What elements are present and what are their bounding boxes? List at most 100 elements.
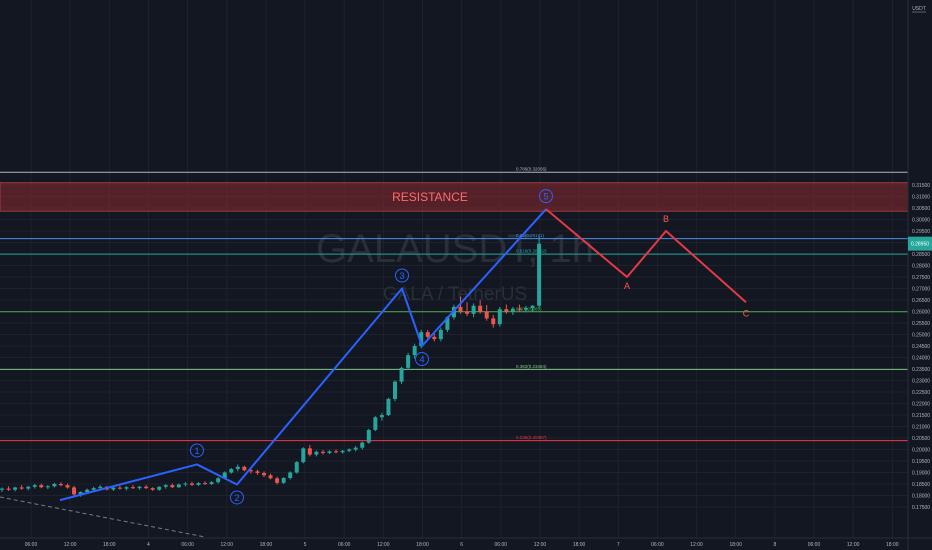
candle-body xyxy=(176,484,181,488)
candle-body xyxy=(98,486,103,489)
candle-body xyxy=(524,308,528,310)
candle-body xyxy=(419,332,424,346)
candle-body xyxy=(399,367,404,382)
time-tick-label: 18:00 xyxy=(416,542,429,548)
fib-level-label: 0.382(0.23484) xyxy=(516,364,547,369)
symbol-watermark: GALAUSDT, 1h GALA / TetherUS xyxy=(316,227,594,305)
time-tick-label: 12:00 xyxy=(220,542,233,548)
time-tick-label: 7 xyxy=(617,542,620,548)
candle-body xyxy=(78,492,83,495)
candle-body xyxy=(301,448,306,463)
candle-body xyxy=(229,469,234,473)
candle-body xyxy=(58,484,63,486)
impulse-wave-line[interactable] xyxy=(59,208,547,502)
time-tick-label: 6 xyxy=(460,542,463,548)
candle-body xyxy=(117,487,122,489)
wave-circle xyxy=(539,189,553,204)
price-tick-label: 0.21000 xyxy=(912,424,930,430)
fibonacci-levels[interactable]: 0.786(0.32056) 0.65(0.29171) 0.618(0.28492… xyxy=(0,167,908,538)
candle-body xyxy=(412,346,417,356)
candle-body xyxy=(32,485,37,487)
candle-body xyxy=(307,448,312,455)
candle-body xyxy=(465,311,470,314)
elliott-wave-lines[interactable] xyxy=(59,208,747,502)
candle-body xyxy=(491,318,496,325)
fib-level-label: 0.786(0.32056) xyxy=(516,167,547,172)
wave-circle xyxy=(395,268,409,283)
candle-body xyxy=(183,483,188,485)
price-tick-label: 0.31500 xyxy=(912,183,930,189)
price-tick-label: 0.26500 xyxy=(912,298,930,304)
candle-body xyxy=(379,415,384,418)
candle-body xyxy=(517,308,522,310)
time-tick-label: 18:00 xyxy=(886,542,899,548)
price-tick-label: 0.23500 xyxy=(912,367,930,373)
resistance-zone-box[interactable] xyxy=(0,182,909,212)
corrective-wave-line[interactable] xyxy=(545,208,747,304)
price-tick-label: 0.24500 xyxy=(912,344,930,350)
candle-body xyxy=(52,484,57,487)
candle-body xyxy=(537,243,542,306)
candle-body xyxy=(222,472,227,479)
time-tick-label: 18:00 xyxy=(103,542,116,548)
wave-number-label: 3 xyxy=(399,271,404,282)
time-tick-label: 06:00 xyxy=(808,542,821,548)
candle-body xyxy=(406,355,411,368)
current-price-badge-bg xyxy=(908,236,932,251)
candle-body xyxy=(393,381,397,399)
candle-body xyxy=(150,488,155,490)
time-tick-label: 18:00 xyxy=(729,542,742,548)
correction-letter-label: A xyxy=(624,281,630,291)
candle-body xyxy=(445,317,450,330)
wave-number-label: 1 xyxy=(194,446,199,457)
price-axis[interactable]: USDT 0.31500 0.31000 0.30500 0.30000 0.29500… xyxy=(907,0,932,550)
price-tick-label: 0.23000 xyxy=(912,378,930,384)
time-tick-label: 18:00 xyxy=(260,542,273,548)
candle-body xyxy=(340,450,345,453)
candle-body xyxy=(320,451,325,453)
price-tick-label: 0.27500 xyxy=(912,275,930,281)
price-tick-label: 0.20000 xyxy=(912,447,930,453)
candle-body xyxy=(353,447,358,450)
time-tick-label: 5 xyxy=(304,542,307,548)
candle-body xyxy=(124,487,129,489)
candle-body xyxy=(137,486,142,489)
time-axis[interactable]: 06:00 12:00 18:00 4 06:00 12:00 18:00 5 06:00 12:… xyxy=(0,537,932,548)
fib-level-label: 0.65(0.29171) xyxy=(516,233,545,238)
candle-body xyxy=(478,305,483,312)
current-price-badge: 0.28950 xyxy=(908,236,932,251)
candle-body xyxy=(111,487,116,490)
price-tick-label: 0.31000 xyxy=(912,194,930,200)
candle-body xyxy=(288,472,293,479)
price-tick-label: 0.20500 xyxy=(912,436,930,442)
candle-body xyxy=(510,308,515,312)
candle-body xyxy=(216,478,221,483)
price-tick-label: 0.19000 xyxy=(912,470,930,476)
time-tick-label: 8 xyxy=(773,542,776,548)
candle-body xyxy=(255,471,260,473)
candle-body xyxy=(366,429,371,443)
candle-body xyxy=(438,329,443,340)
resistance-zone[interactable]: RESISTANCE xyxy=(0,182,909,212)
price-axis-background xyxy=(908,0,932,550)
price-tick-label: 0.29500 xyxy=(912,229,930,235)
time-tick-label: 12:00 xyxy=(377,542,390,548)
time-tick-label: 12:00 xyxy=(64,542,77,548)
candle-body xyxy=(0,488,4,490)
price-tick-label: 0.25500 xyxy=(912,321,930,327)
price-tick-label: 0.25000 xyxy=(912,332,930,338)
candle-body xyxy=(386,398,391,415)
candle-body xyxy=(163,485,168,487)
price-tick-label: 0.22500 xyxy=(912,390,930,396)
candle-body xyxy=(19,487,24,489)
fib-level-label: 0.236(0.20387) xyxy=(516,435,547,440)
candle-body xyxy=(334,451,339,453)
candle-body xyxy=(157,486,162,490)
wave-number-label: 5 xyxy=(543,192,548,203)
watermark-title: GALAUSDT, 1h xyxy=(316,227,594,271)
candle-body xyxy=(248,470,253,472)
candle-body xyxy=(471,305,476,314)
candle-body xyxy=(360,442,365,448)
candle-body xyxy=(425,332,430,337)
